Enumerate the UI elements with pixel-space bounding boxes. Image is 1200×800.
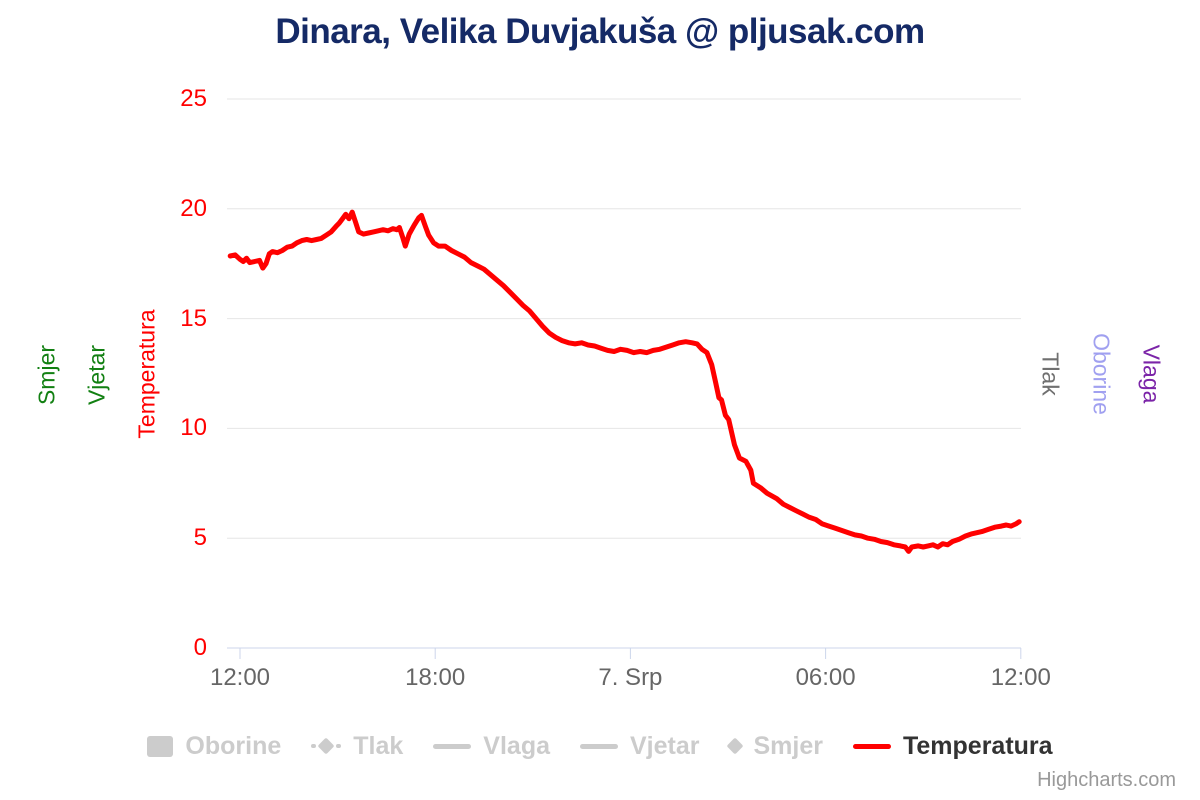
legend-item-label: Smjer: [753, 731, 823, 760]
legend-marker-line: [580, 743, 618, 749]
axis-title-tlak: Tlak: [1037, 352, 1064, 396]
legend-marker-part: [336, 744, 342, 748]
y-axis-label: 5: [193, 524, 207, 552]
legend-marker-line: [852, 743, 891, 749]
axis-title-vjetar: Vjetar: [83, 344, 110, 406]
legend-item-tlak[interactable]: Tlak: [311, 732, 403, 761]
y-axis-label: 25: [180, 85, 207, 112]
temperatura-series-line: [227, 209, 1022, 554]
y-axis-label: 0: [193, 634, 207, 661]
x-axis-label: 06:00: [795, 664, 856, 691]
legend-item-label: Tlak: [353, 731, 404, 760]
x-axis-label: 7. Srp: [598, 664, 663, 691]
axis-title-vlaga: Vlaga: [1138, 344, 1165, 404]
legend-item-vjetar[interactable]: Vjetar: [580, 732, 699, 761]
legend-item-vlaga[interactable]: Vlaga: [433, 732, 550, 761]
legend-item-smjer[interactable]: Smjer: [726, 731, 823, 761]
x-axis-label: 12:00: [209, 664, 271, 691]
legend-marker-dash-diamond: [311, 737, 342, 755]
legend-marker-part: [311, 744, 317, 748]
y-axis-label: 15: [180, 304, 207, 332]
x-axis-label: 18:00: [405, 664, 466, 691]
axis-title-temperatura: Temperatura: [133, 309, 160, 439]
legend-marker-part: [317, 737, 335, 755]
x-axis-label: 12:00: [990, 664, 1051, 691]
axis-title-oborine: Oborine: [1088, 333, 1115, 415]
legend-item-label: Temperatura: [902, 731, 1053, 760]
chart-title: Dinara, Velika Duvjakuša @ pljusak.com: [275, 12, 925, 51]
legend: Oborine Tlak Vlaga Vjetar Smjer Temperatura: [0, 726, 1200, 766]
legend-marker-square: [147, 735, 174, 757]
legend-item-label: Vlaga: [483, 731, 550, 760]
legend-item-label: Oborine: [185, 731, 282, 760]
legend-item-oborine[interactable]: Oborine: [147, 732, 281, 761]
legend-item-label: Vjetar: [630, 731, 700, 760]
y-axis-label: 20: [180, 194, 207, 222]
legend-marker-diamond: [726, 737, 744, 755]
legend-marker-line: [433, 743, 472, 749]
y-axis-label: 10: [180, 414, 207, 442]
legend-item-temperatura[interactable]: Temperatura: [852, 731, 1053, 761]
axis-title-smjer: Smjer: [33, 344, 60, 406]
credits-link[interactable]: Highcharts.com: [1037, 769, 1176, 791]
